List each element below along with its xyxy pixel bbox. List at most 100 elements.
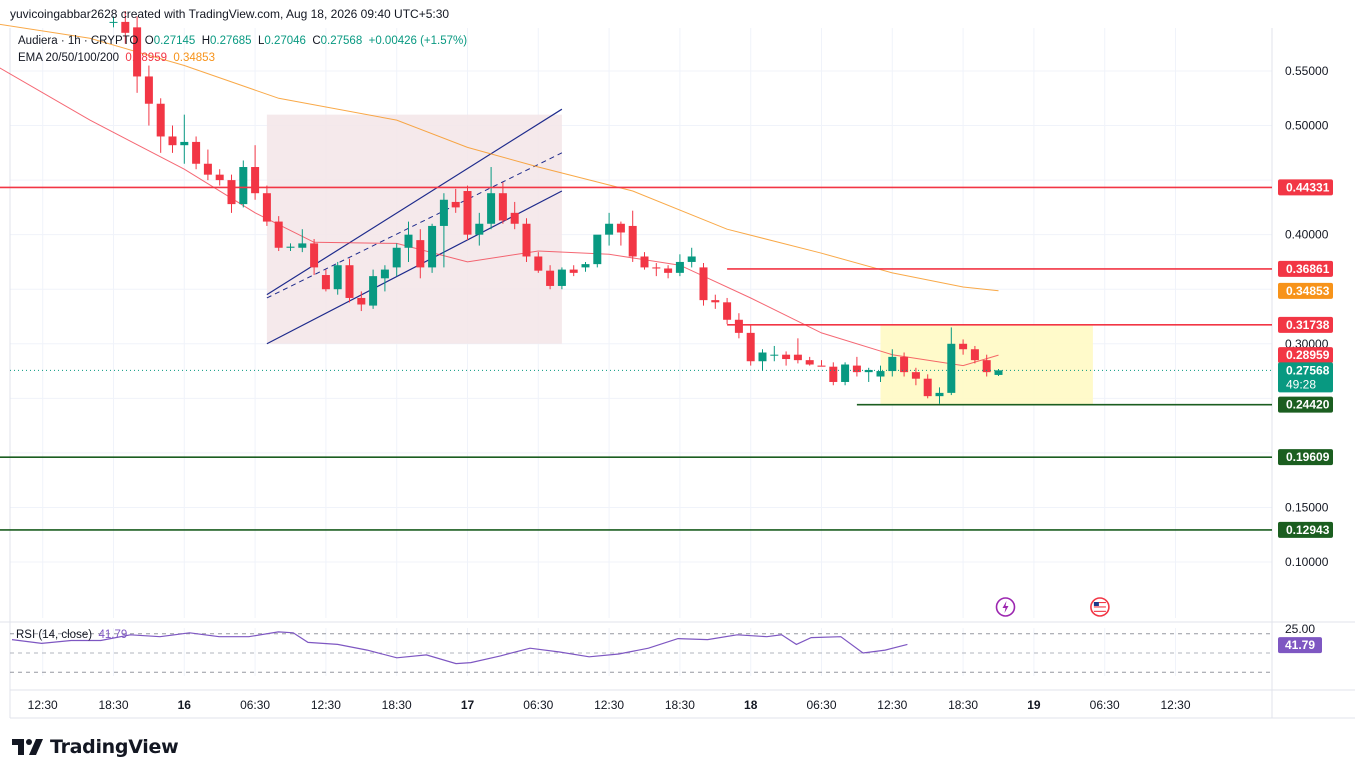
ema20-value: 0.28959: [125, 52, 167, 64]
candle-body: [380, 269, 389, 279]
candle-body: [758, 352, 767, 362]
ema-layer: [0, 23, 999, 367]
lightning-icon[interactable]: [995, 597, 1016, 617]
candle-body: [616, 223, 625, 233]
candle-body: [310, 243, 319, 268]
us-flag-stripe: [1093, 610, 1106, 612]
rsi-last-label: [1278, 637, 1322, 654]
candle-body: [428, 225, 437, 268]
candle-body: [711, 300, 720, 303]
countdown-value: 49:28: [1286, 377, 1316, 391]
candle-body: [180, 141, 189, 146]
time-axis[interactable]: 06:30 12:30 18:30 16 06:30 12:30 18:30 17 06:30 1…: [0, 698, 1191, 712]
candle-body: [970, 349, 979, 361]
candle-body: [628, 225, 637, 257]
last-price-label: [1278, 362, 1333, 393]
candle-body: [345, 265, 354, 298]
candle-body: [498, 193, 507, 221]
price-axis[interactable]: 0.550000.500000.400000.300000.150000.100…: [1278, 64, 1333, 569]
candle-body: [274, 221, 283, 248]
resistance-price-label: [1278, 179, 1333, 196]
low-value: 0.27046: [264, 35, 306, 47]
us-flag-stripe: [1093, 604, 1106, 606]
channel-mid-line: [266, 152, 563, 299]
candle-body: [121, 21, 130, 33]
time-tick-label: 06:30: [523, 698, 553, 712]
support-price-label: [1278, 449, 1333, 466]
tradingview-brand[interactable]: TradingView: [12, 736, 179, 758]
symbol-label[interactable]: Audiera · 1h · CRYPTO: [18, 35, 139, 47]
rsi-last-value: 41.79: [1285, 638, 1315, 652]
candle-body: [510, 212, 519, 224]
candle-body: [569, 269, 578, 273]
support-price-label: [1278, 521, 1333, 538]
candle-body: [227, 180, 236, 205]
rsi-tick-label: 25.00: [1285, 622, 1315, 636]
ema20-line: [0, 67, 999, 367]
candle-body: [369, 276, 378, 306]
high-value: 0.27685: [210, 35, 252, 47]
price-tick-label: 0.55000: [1285, 64, 1329, 78]
ema20-price-value: 0.28959: [1286, 348, 1330, 362]
price-tick-label: 0.50000: [1285, 119, 1329, 133]
candle-body: [546, 270, 555, 286]
time-tick-label: 18:30: [98, 698, 128, 712]
time-tick-label: 16: [178, 698, 192, 712]
support-price-value: 0.24420: [1286, 398, 1330, 412]
candle-body: [298, 243, 307, 248]
candle-body: [581, 264, 590, 268]
candle-body: [782, 354, 791, 360]
creator-credit: yuvicoingabbar2628 created with TradingV…: [10, 7, 450, 21]
lightning-icon-bolt: [1002, 601, 1009, 613]
open-value: 0.27145: [153, 35, 196, 47]
rsi-value: 41.79: [98, 629, 128, 641]
candle-body: [982, 360, 991, 373]
candle-body: [605, 223, 614, 235]
candle-body: [959, 343, 968, 350]
rsi-label[interactable]: RSI (14, close): [16, 629, 93, 641]
candle-body: [239, 167, 248, 205]
candle-body: [652, 267, 661, 269]
us-flag-icon[interactable]: [1090, 597, 1110, 617]
candle-body: [557, 269, 566, 286]
candle-body: [640, 256, 649, 268]
candle-body: [864, 369, 873, 373]
change-value: +0.00426 (+1.57%): [368, 35, 468, 47]
time-tick-label: 06:30: [240, 698, 270, 712]
candle-body: [852, 365, 861, 373]
rsi-line: [11, 631, 908, 665]
candle-body: [534, 256, 543, 271]
candle-body: [392, 247, 401, 268]
candle-body: [404, 234, 413, 248]
ema50-value: 0.34853: [173, 52, 215, 64]
candle-body: [203, 163, 212, 175]
time-tick-label: 19: [1027, 698, 1041, 712]
candle-body: [923, 378, 932, 397]
candle-body: [723, 302, 732, 320]
candle-body: [475, 223, 484, 235]
support-price-label: [1278, 396, 1333, 413]
candle-body: [994, 370, 1003, 375]
resistance-price-label: [1278, 316, 1333, 333]
time-tick-label: 12:30: [28, 698, 58, 712]
candle-body: [286, 246, 295, 248]
time-tick-label: 18:30: [665, 698, 695, 712]
time-tick-label: 12:30: [311, 698, 341, 712]
candle-body: [416, 240, 425, 268]
candle-body: [321, 275, 330, 290]
candle-body: [805, 360, 814, 365]
ema-label[interactable]: EMA 20/50/100/200: [18, 52, 120, 64]
ohlc-legend: Audiera · 1h · CRYPTO O0.27145 H0.27685 …: [18, 35, 468, 47]
horizontal-lines: [0, 186, 1272, 531]
ema20-price-label: [1278, 347, 1333, 364]
us-flag-canton: [1093, 602, 1099, 606]
candle-body: [770, 354, 779, 356]
candle-body: [168, 136, 177, 146]
candle-body: [675, 261, 684, 273]
rsi-legend: RSI (14, close) 41.79: [16, 629, 127, 641]
close-value: 0.27568: [320, 35, 363, 47]
candle-body: [109, 21, 118, 23]
channel-fill: [266, 114, 562, 344]
candle-body: [522, 223, 531, 257]
